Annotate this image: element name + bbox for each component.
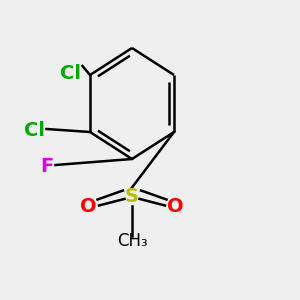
Text: CH₃: CH₃ (117, 232, 147, 250)
Text: O: O (167, 197, 184, 217)
Text: S: S (125, 187, 139, 206)
Text: Cl: Cl (24, 121, 45, 140)
Text: F: F (40, 157, 53, 176)
Text: Cl: Cl (60, 64, 81, 83)
Text: O: O (80, 197, 97, 217)
